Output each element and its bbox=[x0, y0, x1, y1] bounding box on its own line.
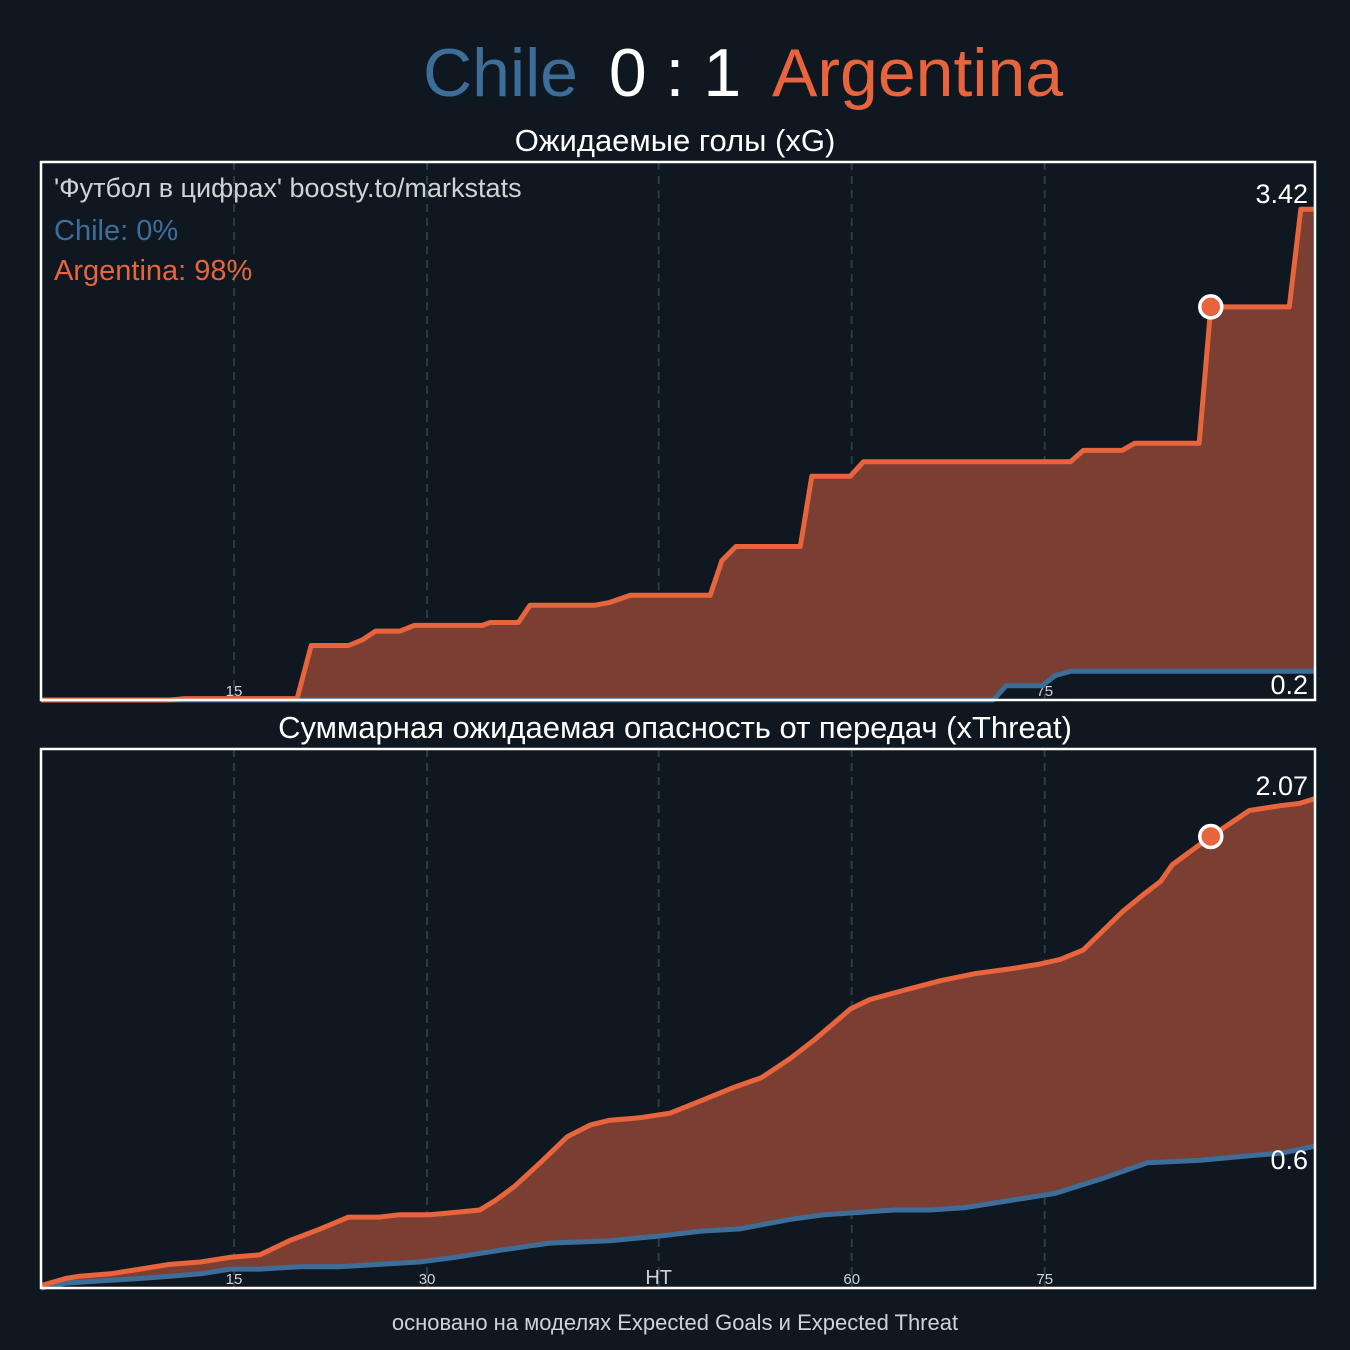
plot-frame bbox=[39, 747, 1317, 1290]
goal-marker bbox=[1198, 294, 1224, 320]
x-tick-label: HT bbox=[645, 1267, 672, 1289]
x-tick-label: 15 bbox=[226, 683, 243, 700]
argentina-advantage-area bbox=[41, 209, 1315, 701]
footer-note: основано на моделях Expected Goals и Exp… bbox=[392, 1310, 958, 1335]
xg-away-end-label: 3.42 bbox=[1255, 179, 1308, 209]
away-team-name: Argentina bbox=[772, 35, 1063, 111]
x-tick-label: 75 bbox=[1036, 1271, 1053, 1288]
argentina-series-line bbox=[40, 796, 1316, 1289]
x-tick-label: 60 bbox=[843, 1271, 860, 1288]
home-team-name: Chile bbox=[423, 35, 578, 111]
argentina-series-line bbox=[41, 206, 1315, 703]
chile-win-probability: Chile: 0% bbox=[54, 215, 178, 247]
xg-chart-title: Ожидаемые голы (xG) bbox=[515, 123, 836, 158]
argentina-win-probability: Argentina: 98% bbox=[54, 255, 252, 287]
goal-marker bbox=[1198, 823, 1224, 850]
argentina-advantage-area bbox=[41, 798, 1315, 1288]
x-tick-label: 15 bbox=[226, 1271, 243, 1288]
xg-home-end-label: 0.2 bbox=[1270, 670, 1308, 700]
chile-series-line bbox=[40, 1143, 1316, 1291]
xthreat-away-end-label: 2.07 bbox=[1255, 771, 1308, 801]
xthreat-chart: 15 30 HT 60 75 bbox=[39, 747, 1317, 1291]
xthreat-home-end-label: 0.6 bbox=[1270, 1145, 1308, 1175]
credit-text: 'Футбол в цифрах' boosty.to/markstats bbox=[54, 173, 522, 203]
xthreat-chart-title: Суммарная ожидаемая опасность от передач… bbox=[278, 710, 1072, 745]
score: 0 : 1 bbox=[609, 35, 741, 111]
x-tick-label: 30 bbox=[419, 1271, 436, 1288]
plot-frame bbox=[39, 160, 1317, 702]
